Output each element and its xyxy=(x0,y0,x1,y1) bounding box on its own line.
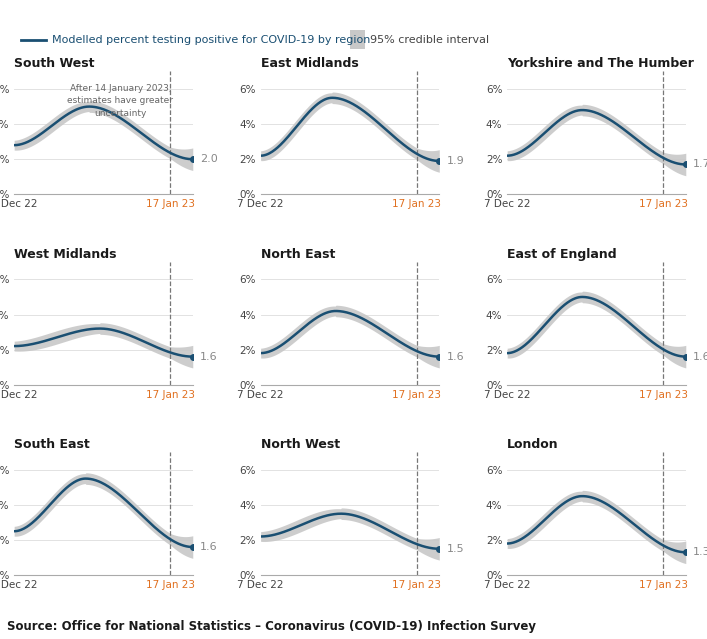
Text: South East: South East xyxy=(14,438,90,451)
Text: 1.9: 1.9 xyxy=(446,156,464,166)
Text: 1.3: 1.3 xyxy=(693,547,707,557)
Text: Source: Office for National Statistics – Coronavirus (COVID-19) Infection Survey: Source: Office for National Statistics –… xyxy=(7,620,536,633)
Text: Yorkshire and The Humber: Yorkshire and The Humber xyxy=(507,58,694,70)
Text: 1.6: 1.6 xyxy=(200,542,218,552)
Text: 1.6: 1.6 xyxy=(200,351,218,362)
Text: 2.0: 2.0 xyxy=(200,154,218,164)
Text: 1.5: 1.5 xyxy=(446,544,464,554)
Text: North West: North West xyxy=(261,438,340,451)
Text: North East: North East xyxy=(261,248,335,261)
Text: After 14 January 2023,
estimates have greater
uncertainty: After 14 January 2023, estimates have gr… xyxy=(67,84,173,118)
Text: Modelled percent testing positive for COVID-19 by region: Modelled percent testing positive for CO… xyxy=(52,36,370,45)
Text: London: London xyxy=(507,438,559,451)
Text: East Midlands: East Midlands xyxy=(261,58,358,70)
Text: South West: South West xyxy=(14,58,95,70)
Text: 1.6: 1.6 xyxy=(446,351,464,362)
Text: 1.7: 1.7 xyxy=(693,160,707,169)
Text: 1.6: 1.6 xyxy=(693,351,707,362)
Bar xyxy=(350,30,365,49)
Text: West Midlands: West Midlands xyxy=(14,248,117,261)
Text: East of England: East of England xyxy=(507,248,617,261)
Text: 95% credible interval: 95% credible interval xyxy=(370,36,489,45)
